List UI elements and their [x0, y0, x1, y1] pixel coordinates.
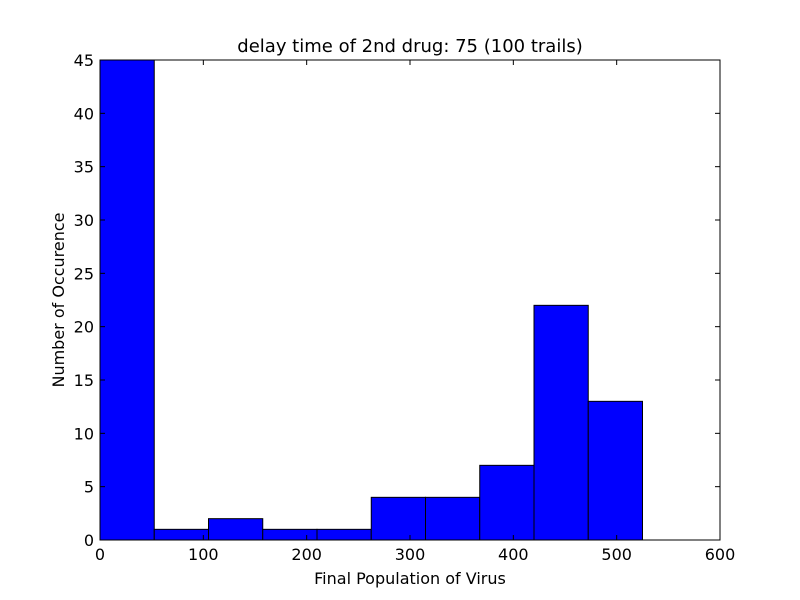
y-tick-label-1: 5 — [84, 478, 94, 497]
y-tick-label-7: 35 — [74, 158, 94, 177]
x-tick-label-1: 100 — [188, 545, 219, 564]
x-axis-label: Final Population of Virus — [314, 569, 506, 588]
histogram-bar-2 — [208, 518, 264, 541]
histogram-bar-7 — [479, 464, 535, 541]
y-axis-label: Number of Occurence — [49, 212, 68, 387]
y-tick-label-2: 10 — [74, 424, 94, 443]
y-axis-ticks: 0 5 10 15 20 25 30 35 40 45 — [74, 51, 720, 550]
histogram-bar-1 — [153, 528, 209, 541]
x-axis-ticks: 0 100 200 300 400 500 600 — [95, 60, 735, 564]
y-tick-label-5: 25 — [74, 264, 94, 283]
y-tick-label-0: 0 — [84, 531, 94, 550]
histogram-bar-5 — [370, 496, 426, 541]
x-tick-label-3: 300 — [395, 545, 426, 564]
histogram-bar-6 — [425, 496, 481, 541]
histogram-bar-4 — [316, 528, 372, 541]
x-tick-label-2: 200 — [291, 545, 322, 564]
chart-title: delay time of 2nd drug: 75 (100 trails) — [237, 36, 582, 57]
y-tick-label-8: 40 — [74, 104, 94, 123]
x-tick-label-6: 600 — [705, 545, 736, 564]
histogram-bar-3 — [262, 528, 318, 541]
x-tick-label-4: 400 — [498, 545, 529, 564]
y-tick-label-9: 45 — [74, 51, 94, 70]
histogram-bar-8 — [533, 304, 589, 541]
y-tick-label-6: 30 — [74, 211, 94, 230]
y-tick-label-4: 20 — [74, 318, 94, 337]
histogram-bar-9 — [587, 400, 643, 541]
histogram-bar-0 — [99, 59, 155, 541]
histogram-bars — [99, 59, 643, 541]
y-tick-label-3: 15 — [74, 371, 94, 390]
x-tick-label-0: 0 — [95, 545, 105, 564]
x-tick-label-5: 500 — [601, 545, 632, 564]
